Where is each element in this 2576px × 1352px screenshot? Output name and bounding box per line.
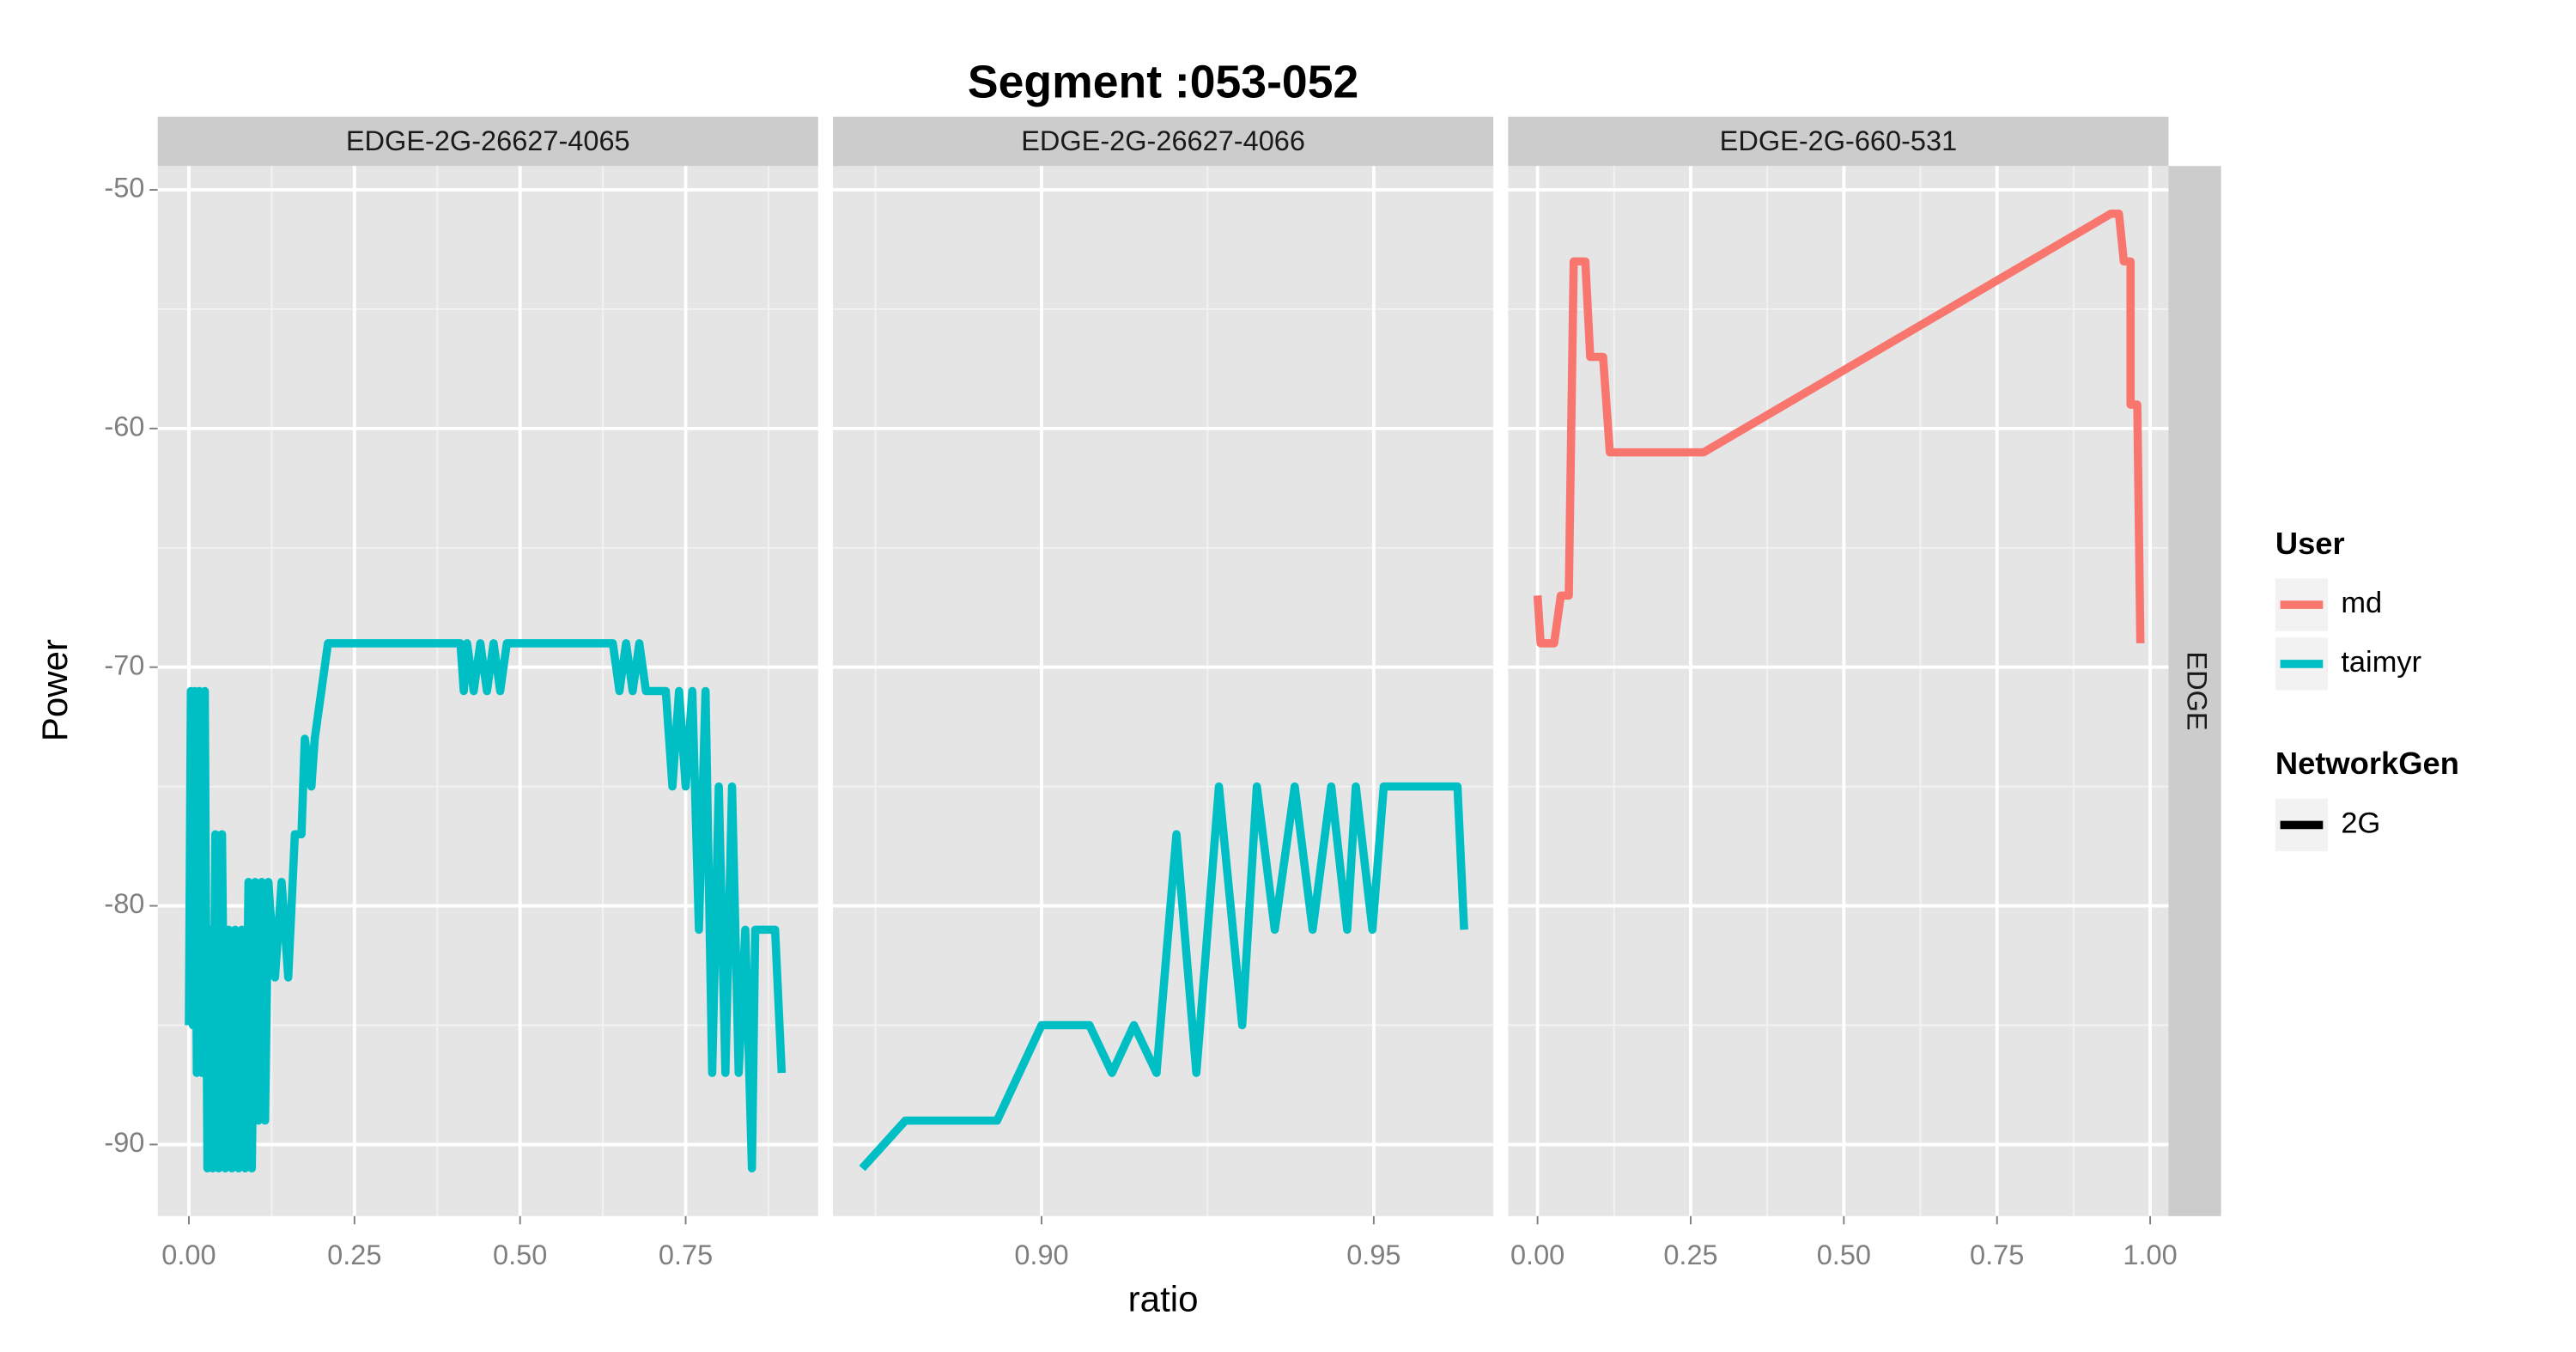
x-axis-label: ratio [1128, 1278, 1199, 1319]
y-axis-label: Power [34, 639, 75, 741]
panel-background [833, 166, 1494, 1216]
data-line [859, 782, 1468, 1172]
row-strip-label: EDGE [2181, 651, 2212, 730]
x-tick-label: 0.95 [1346, 1239, 1400, 1270]
x-tick-label: 0.90 [1014, 1239, 1068, 1270]
x-tick-label: 0.75 [659, 1239, 713, 1270]
x-tick-label: 0.25 [327, 1239, 381, 1270]
y-tick-label: -80 [104, 888, 144, 919]
strip-background [157, 116, 818, 167]
x-tick-label: 0.50 [1817, 1239, 1871, 1270]
legend-title: User [2275, 526, 2345, 561]
y-tick-label: -50 [104, 173, 144, 204]
strip-background [833, 116, 1494, 167]
chart-title: Segment :053-052 [968, 58, 1358, 108]
legend-label: 2G [2341, 807, 2380, 840]
x-tick-label: 0.50 [493, 1239, 547, 1270]
x-tick-label: 0.25 [1663, 1239, 1717, 1270]
strip-label: EDGE-2G-660-531 [1720, 125, 1958, 156]
legend-title: NetworkGen [2275, 746, 2459, 781]
strip-label: EDGE-2G-26627-4065 [346, 125, 630, 156]
legend-label: md [2341, 587, 2382, 619]
strip-label: EDGE-2G-26627-4066 [1021, 125, 1305, 156]
y-tick-label: -90 [104, 1127, 144, 1158]
x-tick-label: 0.00 [161, 1239, 216, 1270]
x-tick-label: 1.00 [2123, 1239, 2177, 1270]
strip-background [1508, 116, 2169, 167]
y-tick-label: -70 [104, 649, 144, 680]
y-tick-label: -60 [104, 411, 144, 442]
x-tick-label: 0.75 [1970, 1239, 2024, 1270]
legend-label: taimyr [2341, 646, 2421, 679]
data-line [1533, 210, 2145, 648]
row-strip-background [2168, 166, 2221, 1216]
x-tick-label: 0.00 [1510, 1239, 1564, 1270]
panel-background [1508, 166, 2169, 1216]
data-line [185, 639, 787, 1172]
